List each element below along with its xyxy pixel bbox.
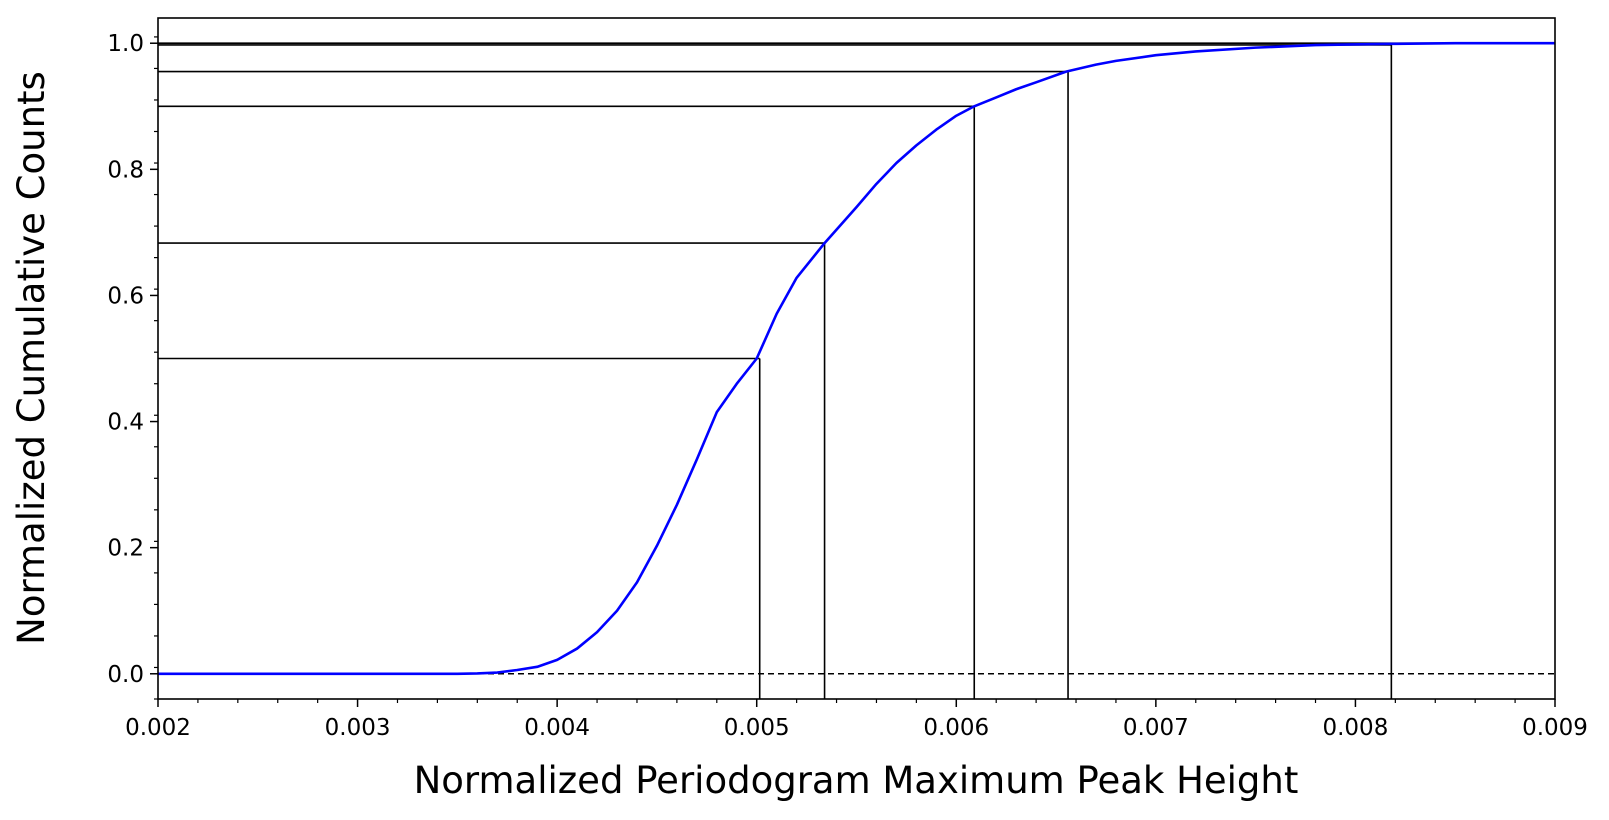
x-tick-label-6: 0.007 xyxy=(1123,715,1189,741)
x-axis: 0.002 0.003 0.004 0.005 0.006 0.007 0.008 0.009 xyxy=(125,699,1588,741)
x-tick-label-2: 0.003 xyxy=(325,715,391,741)
y-tick-label-6: 1.0 xyxy=(107,31,144,57)
x-axis-title: Normalized Periodogram Maximum Peak Heig… xyxy=(414,759,1299,802)
y-axis-title: Normalized Cumulative Counts xyxy=(10,71,53,645)
series-line-1 xyxy=(158,41,1555,676)
x-tick-label-8: 0.009 xyxy=(1522,715,1588,741)
plot-frame xyxy=(157,17,1556,700)
y-tick-label-5: 0.8 xyxy=(107,157,144,183)
y-axis: 0.0 0.2 0.4 0.6 0.8 1.0 xyxy=(107,31,158,700)
x-tick-label-1: 0.002 xyxy=(125,715,191,741)
y-tick-label-4: 0.6 xyxy=(107,283,144,309)
reference-lines xyxy=(158,42,1555,699)
y-tick-label-3: 0.4 xyxy=(107,410,144,436)
y-tick-label-2: 0.2 xyxy=(107,536,144,562)
y-tick-label-1: 0.0 xyxy=(107,662,144,688)
x-tick-label-4: 0.005 xyxy=(724,715,790,741)
x-tick-label-3: 0.004 xyxy=(524,715,590,741)
x-tick-label-5: 0.006 xyxy=(923,715,989,741)
series-layer xyxy=(158,41,1555,676)
x-tick-label-7: 0.008 xyxy=(1322,715,1388,741)
